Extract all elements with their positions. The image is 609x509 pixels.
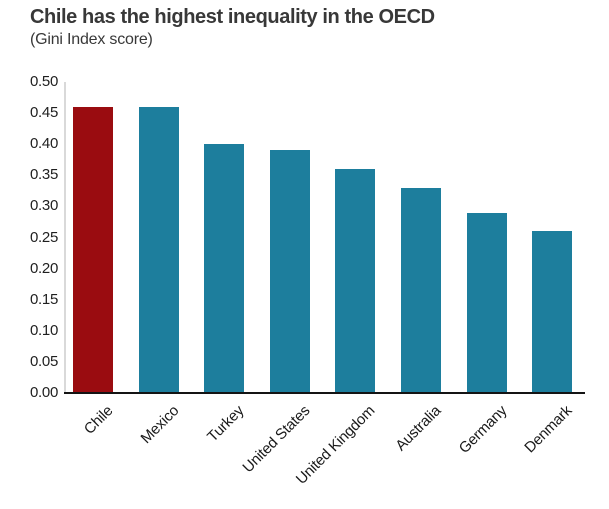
- bar-united-states: [270, 150, 310, 393]
- bar-germany: [467, 213, 507, 393]
- bar-mexico: [139, 107, 179, 393]
- y-tick-label: 0.40: [30, 135, 58, 153]
- bar-turkey: [204, 144, 244, 393]
- bar-chile: [73, 107, 113, 393]
- y-tick-label: 0.00: [30, 384, 58, 401]
- y-tick-label: 0.15: [30, 290, 58, 308]
- y-tick-label: 0.45: [30, 104, 58, 122]
- x-axis-line: [64, 392, 585, 394]
- y-tick-label: 0.30: [30, 197, 58, 215]
- y-tick-label: 0.50: [30, 73, 58, 90]
- bar-australia: [401, 188, 441, 393]
- y-tick-label: 0.05: [30, 352, 58, 370]
- x-tick-label-denmark: Denmark: [521, 402, 576, 457]
- bar-united-kingdom: [335, 169, 375, 393]
- y-tick-label: 0.10: [30, 321, 58, 339]
- y-tick-label: 0.35: [30, 166, 58, 184]
- chart-title: Chile has the highest inequality in the …: [30, 6, 435, 28]
- y-tick-label: 0.25: [30, 228, 58, 246]
- y-tick-label: 0.20: [30, 259, 58, 277]
- bar-denmark: [532, 231, 572, 393]
- chart-subtitle: (Gini Index score): [30, 31, 153, 48]
- y-axis-line: [64, 82, 66, 393]
